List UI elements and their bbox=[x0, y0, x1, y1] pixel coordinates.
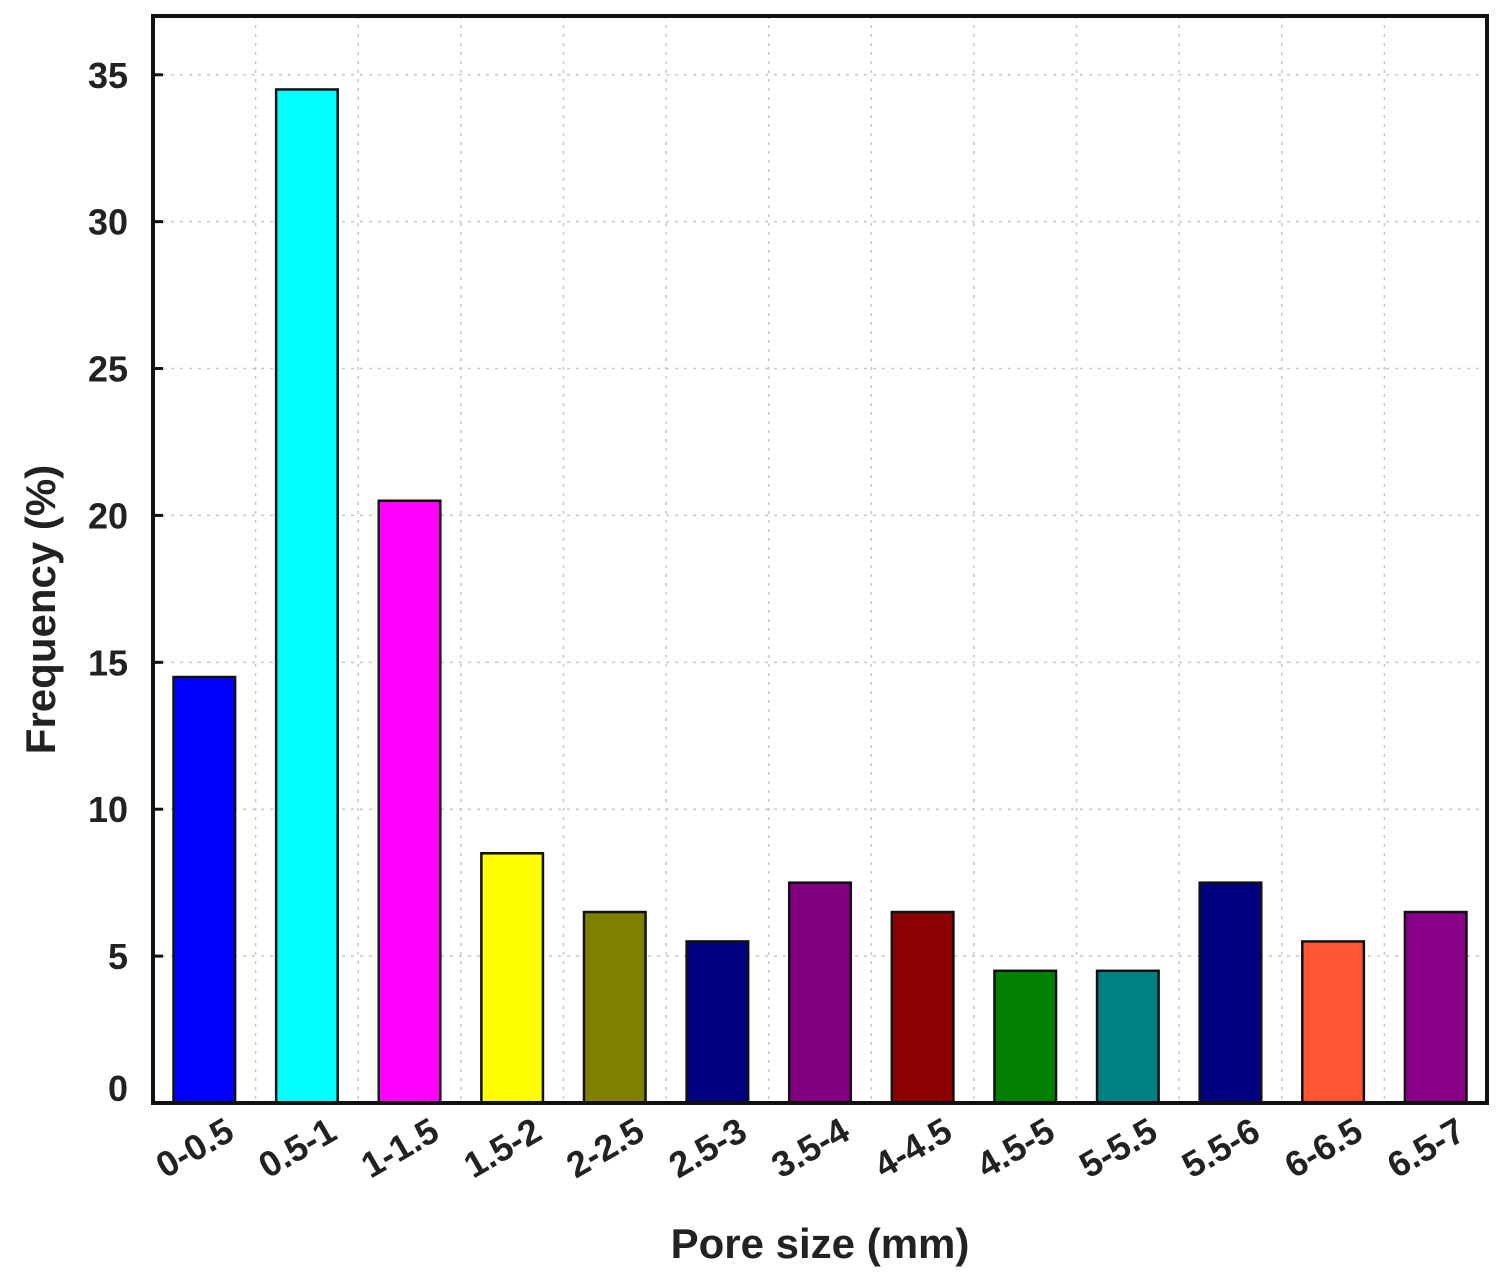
bar-4-4.5 bbox=[890, 910, 955, 1105]
x-tick-label: 1.5-2 bbox=[457, 1109, 549, 1186]
x-axis-title: Pore size (mm) bbox=[671, 1220, 970, 1267]
y-tick-label: 5 bbox=[108, 936, 128, 977]
y-tick-label: 35 bbox=[88, 55, 128, 96]
x-tick-label: 5.5-6 bbox=[1175, 1109, 1267, 1186]
bar-2-2.5 bbox=[582, 910, 647, 1105]
bar-6-6.5 bbox=[1301, 940, 1366, 1105]
x-tick-label: 6-6.5 bbox=[1278, 1109, 1370, 1186]
y-axis-title: Frequency (%) bbox=[17, 465, 64, 754]
bar-0-0.5 bbox=[172, 675, 237, 1105]
x-tick-label: 2-2.5 bbox=[559, 1109, 651, 1186]
bar-1-1.5 bbox=[377, 499, 442, 1105]
bar-6.5-7 bbox=[1403, 910, 1468, 1105]
y-tick-label: 20 bbox=[88, 495, 128, 536]
bar-3.5-4 bbox=[787, 881, 853, 1105]
bar-2.5-3 bbox=[685, 940, 750, 1105]
x-tick-label: 1-1.5 bbox=[354, 1109, 446, 1186]
bar-1.5-2 bbox=[480, 852, 545, 1105]
x-tick-label: 5-5.5 bbox=[1072, 1109, 1164, 1186]
y-tick-label: 10 bbox=[88, 789, 128, 830]
bars bbox=[172, 88, 1468, 1105]
x-tick-label: 0.5-1 bbox=[251, 1109, 343, 1186]
x-tick-label: 4.5-5 bbox=[970, 1109, 1062, 1186]
bar-0.5-1 bbox=[274, 88, 339, 1105]
plot-frame bbox=[151, 14, 1489, 1105]
x-axis-ticks: 0-0.5 0.5-1 1-1.5 1.5-2 2-2.5 2.5-3 3.5-4 4-4.5… bbox=[149, 1109, 1472, 1186]
y-tick-label: 0 bbox=[108, 1068, 128, 1109]
x-tick-label: 6.5-7 bbox=[1380, 1109, 1472, 1186]
x-tick-label: 0-0.5 bbox=[149, 1109, 241, 1186]
y-tick-label: 15 bbox=[88, 642, 128, 683]
y-axis-ticks: 0 5 10 15 20 25 30 35 bbox=[88, 55, 163, 1109]
x-tick-label: 4-4.5 bbox=[867, 1109, 959, 1186]
y-tick-label: 25 bbox=[88, 349, 128, 390]
x-tick-label: 3.5-4 bbox=[764, 1109, 856, 1186]
bar-5.5-6 bbox=[1198, 881, 1263, 1105]
bar-4.5-5 bbox=[993, 969, 1058, 1105]
y-tick-label: 30 bbox=[88, 202, 128, 243]
bar-5-5.5 bbox=[1095, 969, 1160, 1105]
x-tick-label: 2.5-3 bbox=[662, 1109, 754, 1186]
